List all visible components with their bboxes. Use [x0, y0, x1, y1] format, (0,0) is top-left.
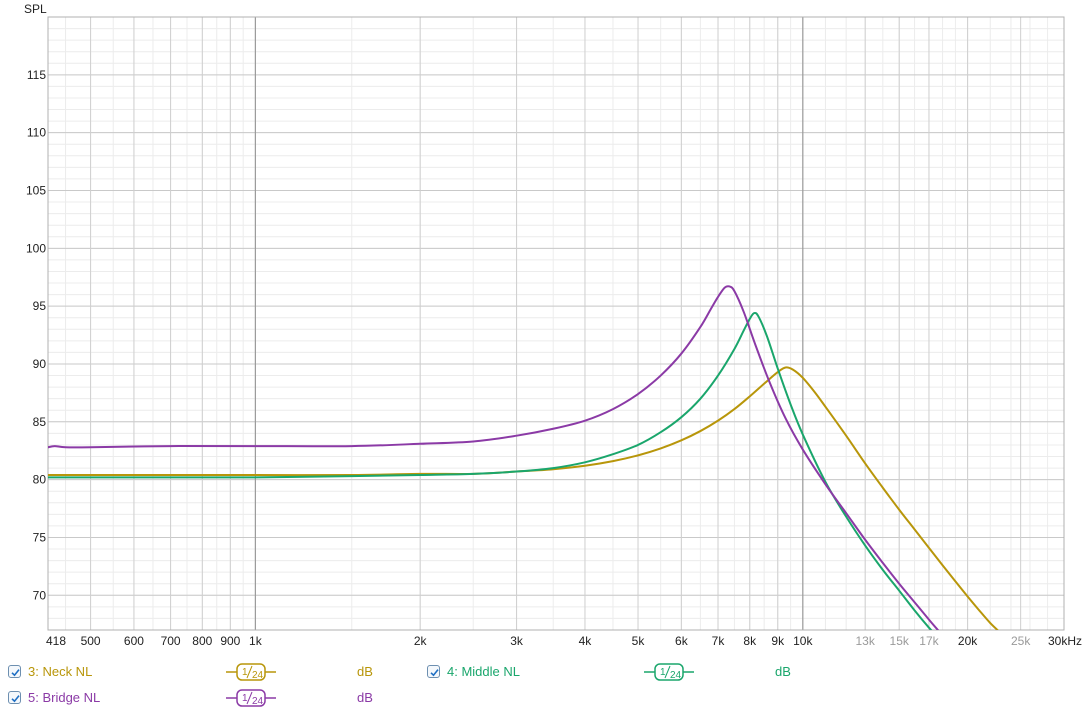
- y-tick-label: 90: [33, 357, 47, 371]
- smoothing-icon-middle[interactable]: 1 24: [644, 662, 694, 682]
- x-tick-label: 25k: [1011, 634, 1031, 648]
- smoothing-numerator: 1: [660, 667, 666, 678]
- x-tick-label: 17k: [919, 634, 939, 648]
- series-line-neck[interactable]: [48, 366, 999, 631]
- smoothing-numerator: 1: [242, 693, 248, 704]
- y-tick-label: 70: [33, 588, 47, 602]
- x-tick-label: 20k: [958, 634, 978, 648]
- y-axis-label: SPL: [24, 2, 47, 16]
- smoothing-icon-neck[interactable]: 1 24: [226, 662, 276, 682]
- plot-area-frame: [47, 16, 1065, 631]
- y-tick-label: 115: [27, 68, 46, 82]
- legend-label-bridge[interactable]: 5: Bridge NL: [28, 690, 101, 705]
- x-tick-label: 8k: [743, 634, 757, 648]
- x-tick-label: 418: [46, 634, 66, 648]
- series-line-middle[interactable]: [48, 311, 934, 634]
- x-tick-label: 4k: [579, 634, 593, 648]
- bridge-visibility-checkbox[interactable]: [8, 691, 21, 704]
- neck-visibility-checkbox[interactable]: [8, 665, 21, 678]
- x-tick-label: 7k: [712, 634, 726, 648]
- unit-label-neck[interactable]: dB: [357, 664, 373, 679]
- x-tick-label: 500: [81, 634, 101, 648]
- smoothing-numerator: 1: [242, 667, 248, 678]
- smoothing-denominator: 24: [670, 670, 682, 681]
- x-tick-label: 900: [220, 634, 240, 648]
- x-tick-label: 30kHz: [1048, 634, 1082, 648]
- legend-row-neck: 3: Neck NL 1 24 dB: [0, 662, 1088, 682]
- legend-label-middle[interactable]: 4: Middle NL: [447, 664, 520, 679]
- smoothing-denominator: 24: [252, 670, 264, 681]
- x-tick-label: 13k: [856, 634, 876, 648]
- x-tick-label: 600: [124, 634, 144, 648]
- smoothing-icon-bridge[interactable]: 1 24: [226, 688, 276, 708]
- x-tick-label: 1k: [249, 634, 263, 648]
- middle-visibility-checkbox[interactable]: [427, 665, 440, 678]
- unit-label-bridge[interactable]: dB: [357, 690, 373, 705]
- smoothing-denominator: 24: [252, 696, 264, 707]
- unit-label-middle[interactable]: dB: [775, 664, 791, 679]
- y-tick-label: 85: [33, 415, 47, 429]
- y-tick-label: 110: [27, 126, 46, 140]
- x-tick-label: 800: [192, 634, 212, 648]
- y-tick-label: 80: [33, 473, 47, 487]
- y-tick-label: 75: [33, 530, 47, 544]
- series-line-bridge[interactable]: [48, 285, 940, 632]
- legend-label-neck[interactable]: 3: Neck NL: [28, 664, 93, 679]
- x-tick-label: 15k: [890, 634, 910, 648]
- y-tick-label: 95: [33, 299, 47, 313]
- y-tick-label: 105: [26, 183, 46, 197]
- x-tick-label: 3k: [510, 634, 524, 648]
- y-tick-label: 100: [26, 241, 46, 255]
- x-tick-label: 9k: [771, 634, 785, 648]
- x-tick-label: 700: [161, 634, 181, 648]
- x-tick-label: 10k: [793, 634, 813, 648]
- x-tick-label: 5k: [632, 634, 646, 648]
- frequency-response-chart[interactable]: 70 75 80 85 90 95 100 105 110 115 418 500 600 700 800…: [0, 0, 1088, 660]
- legend-row-bridge: 5: Bridge NL 1 24 dB: [0, 688, 1088, 708]
- x-tick-label: 6k: [675, 634, 689, 648]
- x-tick-label: 2k: [414, 634, 428, 648]
